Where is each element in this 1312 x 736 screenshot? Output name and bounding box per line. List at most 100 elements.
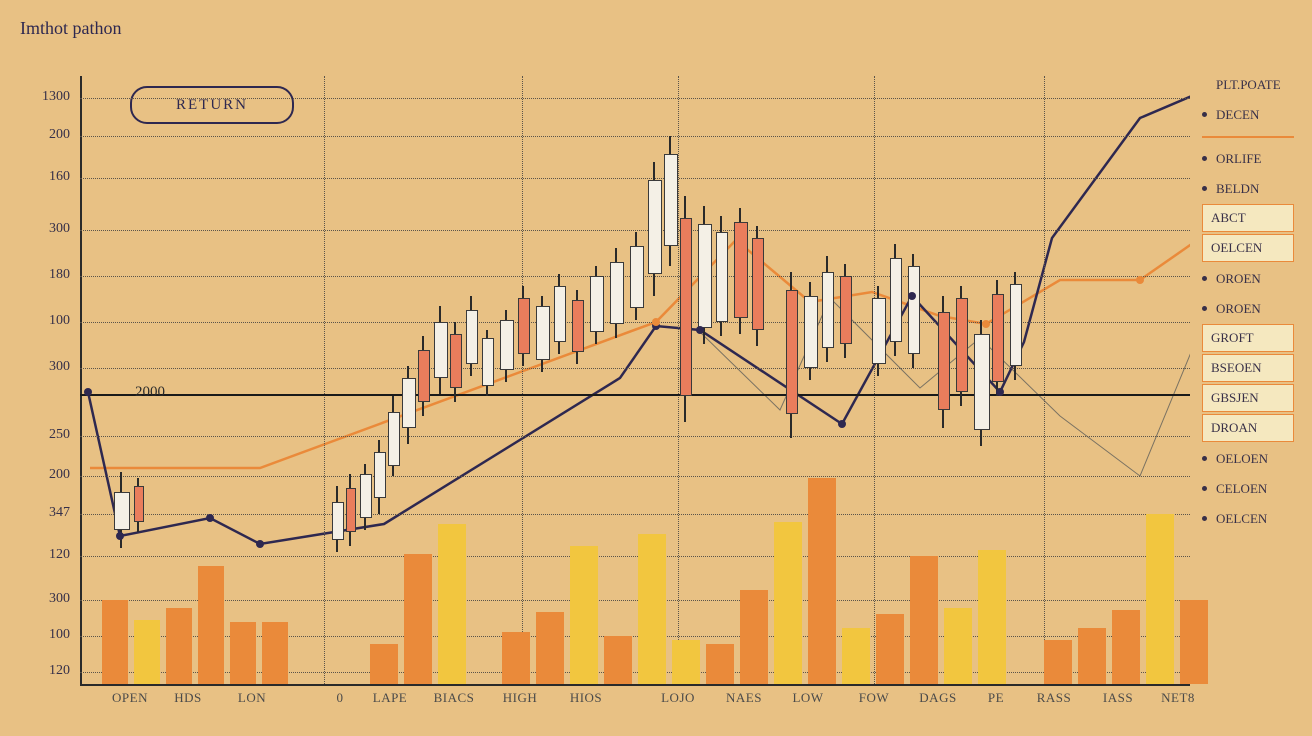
- volume-bar: [978, 550, 1006, 684]
- volume-bar: [570, 546, 598, 684]
- legend-item: GROFT: [1202, 324, 1294, 352]
- legend-item: DROAN: [1202, 414, 1294, 442]
- gridline-h: [80, 322, 1190, 323]
- candle-body: [388, 412, 400, 466]
- y-axis: [80, 76, 82, 686]
- volume-bar: [502, 632, 530, 684]
- line-marker: [116, 532, 124, 540]
- x-tick-label: OPEN: [103, 690, 157, 706]
- y-tick-label: 300: [10, 221, 70, 237]
- y-tick-label: 180: [10, 267, 70, 283]
- legend-item: OROEN: [1202, 264, 1294, 294]
- candle-body: [346, 488, 356, 532]
- candle-body: [1010, 284, 1022, 366]
- x-tick-label: HDS: [161, 690, 215, 706]
- volume-bar: [672, 640, 700, 684]
- chart-plot-area: 1300200160300180100300250200347120300100…: [80, 76, 1190, 696]
- candle-body: [450, 334, 462, 388]
- volume-bar: [774, 522, 802, 684]
- gridline-h: [80, 476, 1190, 477]
- x-tick-label: HIGH: [493, 690, 547, 706]
- volume-bar: [706, 644, 734, 684]
- volume-bar: [370, 644, 398, 684]
- y-tick-label: 250: [10, 427, 70, 443]
- candle-body: [434, 322, 448, 378]
- y-tick-label: 200: [10, 127, 70, 143]
- candle-body: [840, 276, 852, 344]
- x-tick-label: RASS: [1027, 690, 1081, 706]
- volume-bar: [134, 620, 160, 684]
- y-tick-label: 100: [10, 313, 70, 329]
- candle-body: [890, 258, 902, 342]
- legend: PLT.POATEDECENORLIFEBELDNABCTOELCENOROEN…: [1202, 70, 1294, 534]
- candle-body: [500, 320, 514, 370]
- gridline-h: [80, 436, 1190, 437]
- volume-bar: [230, 622, 256, 684]
- legend-item: OROEN: [1202, 294, 1294, 324]
- line-marker: [996, 388, 1004, 396]
- line-marker: [1136, 276, 1144, 284]
- line-marker: [838, 420, 846, 428]
- volume-bar: [1112, 610, 1140, 684]
- volume-bar: [262, 622, 288, 684]
- candle-body: [872, 298, 886, 364]
- candle-body: [938, 312, 950, 410]
- volume-bar: [604, 636, 632, 684]
- volume-bar: [740, 590, 768, 684]
- volume-bar: [404, 554, 432, 684]
- y-tick-label: 100: [10, 627, 70, 643]
- legend-item: OELCEN: [1202, 504, 1294, 534]
- volume-bar: [638, 534, 666, 684]
- gridline-v: [874, 76, 875, 684]
- volume-bar: [842, 628, 870, 684]
- volume-bar: [808, 478, 836, 684]
- reference-label: 2000: [120, 384, 180, 401]
- reference-line: [80, 394, 1190, 396]
- legend-item: CELOEN: [1202, 474, 1294, 504]
- candle-body: [374, 452, 386, 498]
- x-tick-label: BIACS: [427, 690, 481, 706]
- candle-body: [332, 502, 344, 540]
- x-tick-label: HIOS: [559, 690, 613, 706]
- volume-bar: [198, 566, 224, 684]
- line-marker: [84, 388, 92, 396]
- x-tick-label: FOW: [847, 690, 901, 706]
- y-tick-label: 200: [10, 467, 70, 483]
- candle-body: [734, 222, 748, 318]
- legend-item: OELCEN: [1202, 234, 1294, 262]
- candle-body: [822, 272, 834, 348]
- volume-bar: [536, 612, 564, 684]
- candle-body: [664, 154, 678, 246]
- x-tick-label: NET8: [1151, 690, 1205, 706]
- gridline-v: [678, 76, 679, 684]
- candle-body: [134, 486, 144, 522]
- gridline-v: [522, 76, 523, 684]
- gridline-h: [80, 136, 1190, 137]
- legend-item: PLT.POATE: [1202, 70, 1294, 100]
- candle-body: [956, 298, 968, 392]
- candle-body: [610, 262, 624, 324]
- line-marker: [206, 514, 214, 522]
- legend-line-swatch: [1202, 136, 1294, 138]
- volume-bar: [1078, 628, 1106, 684]
- legend-item: ORLIFE: [1202, 144, 1294, 174]
- candle-body: [752, 238, 764, 330]
- legend-item: OELOEN: [1202, 444, 1294, 474]
- page-title: Imthot pathon: [20, 18, 122, 39]
- candle-body: [590, 276, 604, 332]
- legend-item: ABCT: [1202, 204, 1294, 232]
- line-marker: [908, 292, 916, 300]
- gridline-h: [80, 230, 1190, 231]
- line-marker: [256, 540, 264, 548]
- candle-body: [680, 218, 692, 396]
- gridline-h: [80, 98, 1190, 99]
- candle-body: [402, 378, 416, 428]
- x-tick-label: NAES: [717, 690, 771, 706]
- legend-item: GBSJEN: [1202, 384, 1294, 412]
- candle-body: [466, 310, 478, 364]
- x-axis: [80, 684, 1190, 686]
- candle-body: [536, 306, 550, 360]
- legend-item: DECEN: [1202, 100, 1294, 130]
- x-tick-label: PE: [969, 690, 1023, 706]
- volume-bar: [944, 608, 972, 684]
